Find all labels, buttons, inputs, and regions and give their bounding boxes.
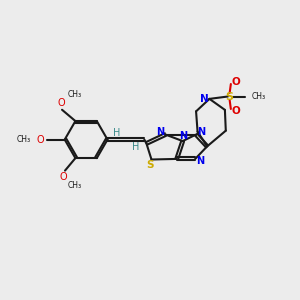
Text: CH₃: CH₃ — [68, 90, 82, 99]
Text: O: O — [232, 106, 241, 116]
Text: S: S — [225, 92, 233, 101]
Text: O: O — [232, 77, 241, 87]
Text: N: N — [197, 127, 206, 137]
Text: N: N — [178, 131, 187, 141]
Text: N: N — [156, 127, 164, 137]
Text: O: O — [58, 98, 65, 108]
Text: H: H — [132, 142, 140, 152]
Text: CH₃: CH₃ — [252, 92, 266, 101]
Text: O: O — [37, 135, 44, 145]
Text: CH₃: CH₃ — [16, 135, 31, 144]
Text: N: N — [200, 94, 208, 104]
Text: CH₃: CH₃ — [68, 181, 82, 190]
Text: S: S — [146, 160, 154, 170]
Text: O: O — [60, 172, 67, 182]
Text: H: H — [113, 128, 120, 138]
Text: N: N — [196, 156, 205, 166]
